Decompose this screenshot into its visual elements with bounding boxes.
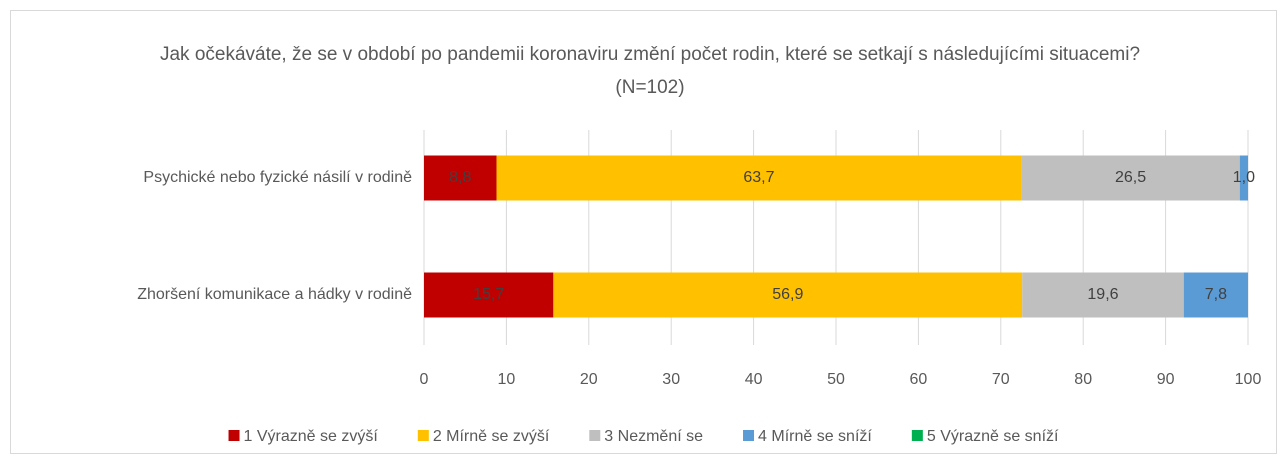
bar-segment [424,155,497,201]
bar-segment [553,272,1023,318]
data-label: 1,0 [1233,169,1255,186]
bar-segment [1021,155,1240,201]
legend-swatch [417,430,429,441]
legend-label: 1 Výrazně se zvýší [244,428,379,445]
bar-segment [1239,155,1248,201]
x-tick-label: 100 [1235,371,1262,388]
data-label: 7,8 [1205,286,1227,303]
y-tick-label: Psychické nebo fyzické násilí v rodině [143,169,412,186]
x-tick-label: 30 [662,371,680,388]
x-tick-label: 70 [992,371,1010,388]
legend-swatch [589,430,601,441]
x-tick-label: 80 [1074,371,1092,388]
data-label: 56,9 [772,286,803,303]
bar-segment [496,155,1022,201]
x-tick-label: 90 [1157,371,1175,388]
x-tick-label: 20 [580,371,598,388]
x-tick-label: 40 [745,371,763,388]
data-label: 19,6 [1087,286,1118,303]
y-tick-label: Zhoršení komunikace a hádky v rodině [137,286,412,303]
data-label: 8,8 [449,169,471,186]
chart-title: Jak očekáváte, že se v období po pandemi… [159,44,1141,98]
legend-label: 5 Výrazně se sníží [927,428,1059,445]
bar-segment [1183,272,1248,318]
bar-segment [424,272,554,318]
chart-border [10,10,1277,454]
bar-segment [1022,272,1184,318]
data-label: 26,5 [1115,169,1146,186]
data-label: 63,7 [743,169,774,186]
legend-label: 2 Mírně se zvýší [433,428,550,445]
data-label: 15,7 [473,286,504,303]
x-tick-label: 60 [910,371,928,388]
x-tick-label: 50 [827,371,845,388]
x-tick-label: 10 [498,371,516,388]
legend-swatch [743,430,755,441]
legend-swatch [911,430,923,441]
legend-label: 4 Mírně se sníží [758,428,872,445]
legend-label: 3 Nezmění se [604,428,703,445]
legend-swatch [228,430,240,441]
x-tick-label: 0 [420,371,429,388]
